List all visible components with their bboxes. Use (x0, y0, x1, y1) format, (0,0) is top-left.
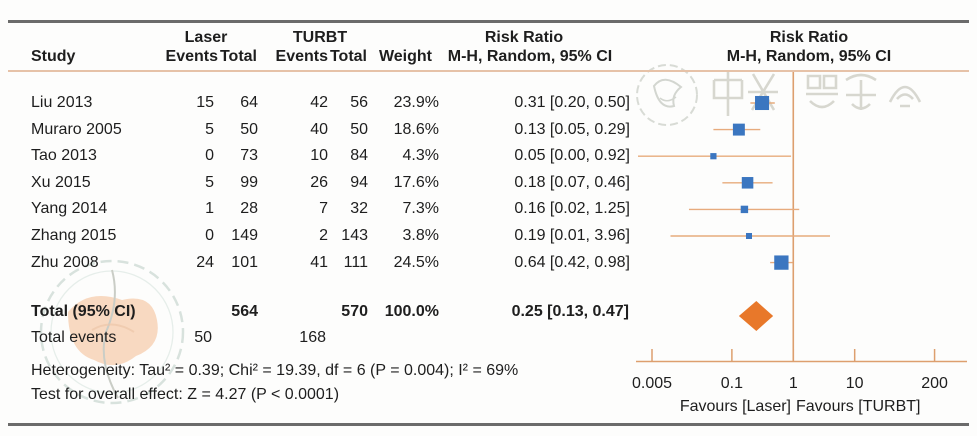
turbt-total-header: Total (329, 48, 367, 65)
tick-label: 1 (789, 375, 798, 392)
turbt-group-label: TURBT (292, 29, 348, 46)
table-cell-e2: 10 (310, 147, 328, 165)
table-cell-w: 18.6% (393, 120, 439, 138)
risk-ratio-plot-title: Risk Ratio (769, 29, 849, 46)
watermark-logo-small (636, 64, 698, 126)
tick-label: 200 (921, 375, 948, 392)
favours-left-label: Favours [Laser] (680, 398, 791, 415)
risk-ratio-plot-subtitle: M-H, Random, 95% CI (726, 48, 892, 65)
table-cell-w: 7.3% (402, 200, 439, 218)
header-underline (8, 70, 969, 72)
point-estimate-square (774, 255, 789, 270)
table-cell-t2: 56 (350, 94, 368, 111)
table-cell-t2: 143 (341, 227, 368, 244)
table-cell-w: 3.8% (402, 227, 439, 244)
table-cell-rr: 0.13 [0.05, 0.29] (514, 120, 630, 138)
table-cell-w: 23.9% (393, 94, 439, 111)
total-laser-total: 564 (231, 303, 258, 320)
table-cell-t2: 94 (350, 173, 368, 191)
total-risk-ratio: 0.25 [0.13, 0.47] (511, 303, 629, 320)
table-cell-study: Yang 2014 (31, 200, 108, 218)
laser-total-header: Total (219, 48, 257, 65)
table-cell-e1: 24 (196, 253, 214, 271)
total-diamond (738, 301, 774, 331)
total-turbt-total: 570 (341, 303, 368, 320)
table-cell-t2: 84 (350, 147, 368, 165)
table-cell-e2: 40 (310, 120, 328, 138)
turbt-events-header: Events (275, 48, 328, 65)
table-cell-t1: 73 (240, 147, 258, 165)
point-estimate-square (710, 153, 717, 160)
table-cell-rr: 0.05 [0.00, 0.92] (514, 147, 630, 165)
laser-events-header: Events (165, 48, 218, 65)
point-estimate-square (745, 232, 753, 240)
bottom-rule (8, 423, 969, 426)
table-cell-w: 24.5% (393, 253, 439, 271)
watermark-logo-left (39, 259, 185, 405)
tick-label: 0.005 (632, 375, 672, 392)
table-cell-e1: 15 (196, 94, 214, 111)
table-cell-study: Xu 2015 (31, 173, 91, 191)
table-cell-t1: 149 (231, 227, 258, 244)
table-cell-e1: 5 (205, 173, 214, 191)
table-cell-t1: 28 (240, 200, 258, 218)
table-cell-t2: 32 (350, 200, 368, 218)
total-events-turbt: 168 (299, 329, 326, 346)
table-cell-rr: 0.31 [0.20, 0.50] (514, 94, 630, 111)
total-row-label: Total (95% CI) (31, 303, 136, 320)
total-events-laser: 50 (194, 329, 212, 346)
top-rule (8, 20, 969, 23)
table-cell-e2: 41 (310, 253, 328, 271)
table-cell-study: Liu 2013 (31, 94, 93, 111)
point-estimate-square (732, 123, 745, 136)
tick-label: 10 (846, 375, 864, 392)
table-cell-e2: 42 (310, 94, 328, 111)
study-column-header: Study (31, 48, 76, 65)
table-cell-e1: 5 (205, 120, 214, 138)
table-cell-study: Zhang 2015 (31, 227, 117, 244)
laser-group-label: Laser (184, 29, 228, 46)
watermark-calligraphy (712, 70, 922, 116)
table-cell-e2: 26 (310, 173, 328, 191)
table-cell-rr: 0.64 [0.42, 0.98] (514, 253, 630, 271)
risk-ratio-text-subtitle: M-H, Random, 95% CI (447, 48, 613, 65)
total-events-label: Total events (31, 329, 117, 346)
table-cell-e1: 1 (205, 200, 214, 218)
table-cell-e2: 7 (319, 200, 328, 218)
table-cell-e1: 0 (205, 147, 214, 165)
table-cell-t2: 111 (343, 253, 368, 271)
point-estimate-square (741, 177, 754, 189)
tick-label: 0.1 (721, 375, 743, 392)
risk-ratio-text-title: Risk Ratio (484, 29, 564, 46)
weight-column-header: Weight (378, 48, 432, 65)
table-cell-rr: 0.16 [0.02, 1.25] (514, 200, 630, 218)
overall-effect-text: Test for overall effect: Z = 4.27 (P < 0… (31, 386, 340, 403)
table-cell-t1: 99 (240, 173, 258, 191)
table-cell-w: 4.3% (402, 147, 439, 165)
table-cell-study: Muraro 2005 (31, 120, 122, 138)
total-weight: 100.0% (384, 303, 439, 320)
table-cell-study: Tao 2013 (31, 147, 97, 165)
table-cell-w: 17.6% (393, 173, 439, 191)
point-estimate-square (740, 205, 749, 214)
table-cell-rr: 0.19 [0.01, 3.96] (514, 227, 630, 244)
table-cell-t1: 101 (231, 253, 258, 271)
point-estimate-square (755, 95, 770, 111)
heterogeneity-text: Heterogeneity: Tau² = 0.39; Chi² = 19.39… (31, 362, 519, 379)
table-cell-study: Zhu 2008 (31, 253, 99, 271)
table-cell-rr: 0.18 [0.07, 0.46] (514, 173, 630, 191)
table-cell-t2: 50 (350, 120, 368, 138)
table-cell-e2: 2 (319, 227, 328, 244)
table-cell-t1: 64 (240, 94, 258, 111)
table-cell-e1: 0 (205, 227, 214, 244)
table-cell-t1: 50 (240, 120, 258, 138)
favours-right-label: Favours [TURBT] (796, 398, 920, 415)
